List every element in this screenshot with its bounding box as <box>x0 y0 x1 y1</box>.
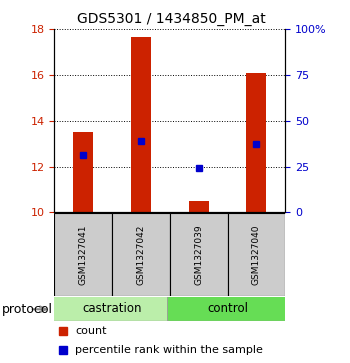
Text: control: control <box>207 302 248 315</box>
Text: count: count <box>75 326 106 336</box>
FancyBboxPatch shape <box>170 213 228 296</box>
Text: GSM1327041: GSM1327041 <box>79 224 88 285</box>
Text: GSM1327042: GSM1327042 <box>136 224 145 285</box>
FancyBboxPatch shape <box>54 213 112 296</box>
Bar <box>131 37 151 212</box>
Bar <box>246 73 266 212</box>
Text: castration: castration <box>82 302 142 315</box>
FancyBboxPatch shape <box>52 297 172 321</box>
Text: GDS5301 / 1434850_PM_at: GDS5301 / 1434850_PM_at <box>77 12 266 26</box>
FancyBboxPatch shape <box>112 213 170 296</box>
FancyBboxPatch shape <box>167 297 288 321</box>
FancyBboxPatch shape <box>228 213 285 296</box>
Text: GSM1327039: GSM1327039 <box>194 224 203 285</box>
Bar <box>189 201 209 212</box>
Bar <box>73 132 93 212</box>
Text: percentile rank within the sample: percentile rank within the sample <box>75 345 263 355</box>
Text: GSM1327040: GSM1327040 <box>252 224 261 285</box>
Text: protocol: protocol <box>2 303 53 316</box>
